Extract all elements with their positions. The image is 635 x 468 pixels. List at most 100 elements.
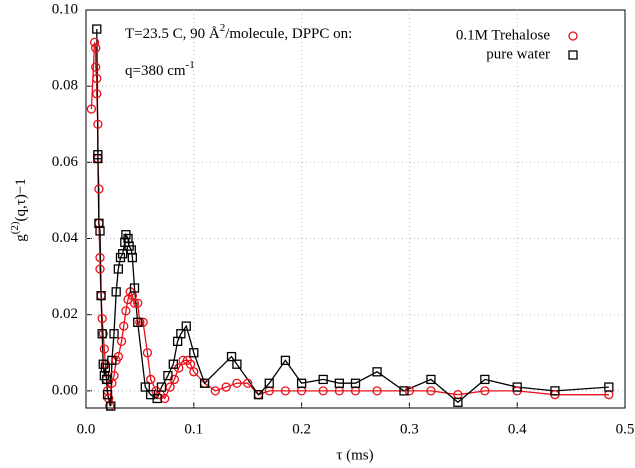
series-line	[90, 42, 609, 407]
marker	[91, 62, 101, 72]
annotation: q=380 cm-1	[125, 59, 195, 80]
marker	[156, 382, 167, 392]
marker	[226, 351, 237, 362]
x-axis-label: τ (ms)	[336, 447, 373, 463]
lines	[90, 28, 609, 407]
marker	[189, 348, 199, 358]
marker	[95, 226, 105, 236]
marker	[129, 283, 140, 293]
marker	[106, 401, 116, 411]
marker	[95, 252, 105, 263]
legend-label: pure water	[486, 46, 550, 62]
marker	[146, 374, 156, 385]
marker	[232, 378, 242, 388]
marker	[480, 374, 490, 385]
marker	[480, 386, 490, 396]
grid	[85, 9, 626, 408]
y-axis-label: g(2)(q,τ)−1	[9, 178, 30, 242]
marker	[372, 386, 382, 396]
marker	[253, 390, 264, 400]
y-tick-label: 0.10	[52, 1, 78, 17]
y-tick-label: 0.08	[52, 78, 78, 94]
marker	[121, 306, 131, 316]
marker	[107, 355, 117, 366]
marker	[116, 336, 127, 346]
marker	[127, 252, 138, 263]
marker	[426, 386, 436, 396]
marker	[243, 378, 253, 388]
marker	[142, 348, 153, 358]
annotation: T=23.5 C, 90 Å2/molecule, DPPC on:	[125, 22, 352, 43]
marker	[94, 184, 104, 194]
marker	[399, 386, 409, 396]
marker	[372, 367, 382, 377]
x-tick-label: 0.3	[400, 421, 419, 437]
marker	[178, 355, 188, 366]
marker	[221, 382, 231, 392]
x-tick-label: 0.4	[508, 421, 527, 437]
marker	[113, 264, 123, 274]
marker	[404, 386, 415, 396]
legend-label: 0.1M Trehalose	[456, 27, 551, 43]
marker	[318, 386, 328, 396]
marker	[86, 104, 97, 114]
marker	[280, 386, 291, 396]
marker	[97, 329, 107, 339]
marker	[99, 344, 109, 354]
marker	[100, 363, 111, 373]
marker	[89, 37, 100, 48]
y-tick-label: 0.00	[52, 382, 78, 398]
plot-frame	[85, 9, 626, 409]
marker	[92, 89, 102, 99]
marker	[280, 355, 291, 366]
marker	[101, 374, 112, 385]
marker	[92, 24, 102, 34]
marker	[96, 290, 106, 301]
marker	[318, 374, 328, 385]
marker	[95, 264, 105, 274]
series-line	[96, 28, 609, 407]
marker	[152, 393, 162, 404]
marker	[550, 386, 560, 396]
y-tick-label: 0.04	[52, 230, 79, 246]
y-tick-label: 0.02	[52, 306, 78, 322]
marker	[93, 119, 103, 129]
marker	[92, 73, 102, 84]
marker	[133, 298, 143, 308]
marker	[138, 317, 148, 327]
x-tick-label: 0.0	[77, 421, 96, 437]
marker	[210, 386, 221, 396]
marker	[453, 397, 463, 407]
marker	[133, 317, 143, 327]
marker	[232, 359, 242, 369]
marker	[140, 382, 150, 392]
marker	[350, 378, 361, 388]
y-tick-label: 0.06	[52, 154, 79, 170]
marker	[129, 298, 140, 308]
marker	[111, 287, 121, 297]
marker	[93, 153, 103, 164]
marker	[97, 313, 107, 324]
x-tick-label: 0.1	[184, 421, 203, 437]
marker	[91, 43, 101, 53]
marker	[181, 321, 191, 331]
marker	[185, 359, 196, 369]
marker	[163, 370, 173, 381]
legend-marker	[568, 50, 578, 60]
marker	[512, 382, 522, 392]
marker	[168, 359, 178, 369]
marker	[199, 378, 210, 388]
x-tick-label: 0.5	[616, 421, 635, 437]
marker	[176, 329, 186, 339]
marker	[334, 378, 344, 388]
markers	[86, 24, 614, 411]
marker	[119, 321, 129, 331]
marker	[296, 378, 307, 388]
marker	[264, 378, 274, 388]
marker	[102, 390, 113, 400]
legend-marker	[568, 31, 578, 41]
marker	[189, 367, 199, 377]
marker	[426, 374, 436, 385]
marker	[604, 382, 614, 392]
